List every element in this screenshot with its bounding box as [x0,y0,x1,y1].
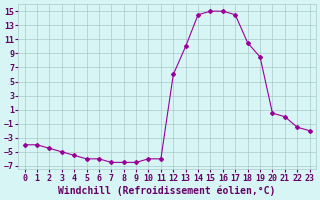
X-axis label: Windchill (Refroidissement éolien,°C): Windchill (Refroidissement éolien,°C) [58,185,276,196]
